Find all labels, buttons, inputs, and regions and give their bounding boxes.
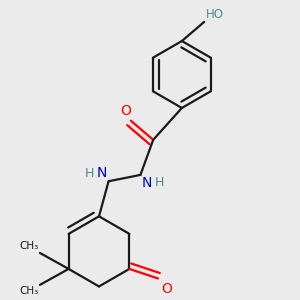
Text: O: O [161, 282, 172, 296]
Text: H: H [85, 167, 94, 180]
Text: CH₃: CH₃ [19, 286, 38, 296]
Text: N: N [97, 166, 107, 180]
Text: N: N [142, 176, 152, 190]
Text: O: O [121, 103, 131, 118]
Text: HO: HO [206, 8, 224, 21]
Text: H: H [155, 176, 164, 190]
Text: CH₃: CH₃ [19, 242, 38, 251]
